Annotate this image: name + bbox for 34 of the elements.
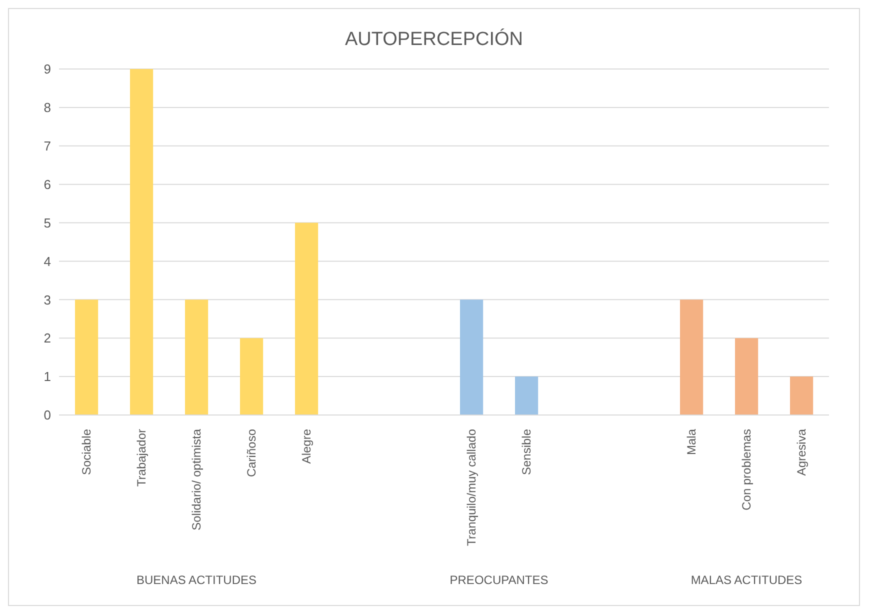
- y-tick-label: 7: [44, 138, 51, 154]
- bar: [790, 376, 814, 415]
- x-tick-label: Alegre: [300, 428, 314, 464]
- y-tick-label: 8: [44, 100, 51, 116]
- x-tick-label: Solidario/ optimista: [190, 428, 204, 530]
- bar: [460, 300, 484, 415]
- x-tick-label: Cariñoso: [244, 428, 258, 478]
- x-tick-label: Sociable: [80, 428, 94, 476]
- bar: [295, 222, 318, 415]
- bar: [735, 338, 758, 415]
- text: BUENAS ACTITUDES: [135, 573, 258, 587]
- x-tick-label: Trabajador: [134, 429, 148, 487]
- bar: [75, 300, 98, 415]
- chart-title: AUTOPERCEPCIÓN: [344, 29, 524, 51]
- x-tick-label: Mala: [684, 428, 698, 456]
- bar: [240, 338, 264, 415]
- x-tick-label: Con problemas: [740, 429, 754, 510]
- bar: [680, 300, 704, 415]
- y-tick-label: 5: [44, 215, 51, 230]
- y-tick-label: 3: [44, 292, 51, 308]
- y-tick-label: 6: [44, 176, 51, 192]
- y-tick-label: 9: [44, 62, 51, 77]
- bar: [130, 69, 154, 415]
- x-tick-label: Sensible: [520, 428, 534, 476]
- text: PREOCUPANTES: [448, 573, 550, 587]
- y-tick-label: 4: [44, 254, 51, 269]
- y-tick-label: 2: [44, 330, 51, 346]
- text: MALAS ACTITUDES: [690, 573, 804, 587]
- x-tick-label: Agresiva: [794, 428, 808, 476]
- bar: [185, 300, 208, 415]
- y-tick-label: 1: [44, 369, 51, 384]
- y-tick-label: 0: [44, 408, 51, 423]
- x-tick-label: Tranquilo/muy callado: [464, 428, 478, 546]
- bar: [515, 376, 538, 415]
